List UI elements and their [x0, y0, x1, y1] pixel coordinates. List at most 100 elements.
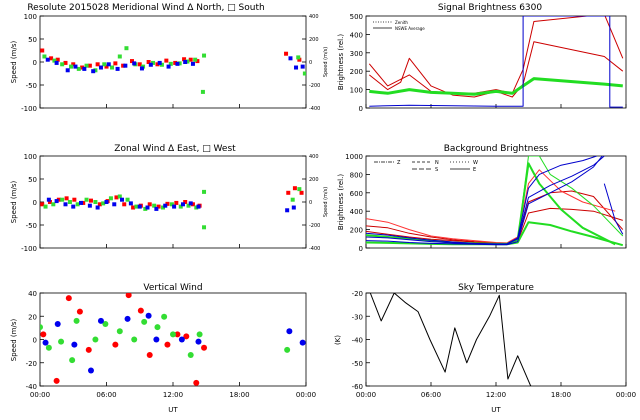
legend-e-label: E — [473, 167, 476, 173]
data-point-green — [185, 59, 190, 64]
data-point-green — [202, 225, 207, 230]
data-point-green — [69, 64, 74, 69]
data-point-red — [174, 200, 179, 205]
y-tick-label: 100 — [24, 13, 37, 21]
data-point-blue — [153, 336, 160, 343]
data-point-green — [170, 331, 176, 338]
data-point-red — [195, 59, 200, 64]
series-line-green3 — [517, 156, 624, 241]
y-tick-label: -20 — [26, 360, 37, 368]
right-tick-label: -400 — [309, 246, 320, 252]
y-tick-label: -100 — [21, 105, 37, 113]
data-point-green — [102, 62, 107, 67]
data-point-green — [51, 202, 56, 207]
data-point-blue — [65, 68, 70, 73]
data-point-blue — [286, 328, 293, 335]
data-point-green — [194, 205, 199, 210]
data-point-red — [65, 295, 72, 302]
y-tick-label: -60 — [352, 383, 363, 391]
series-line-blue4 — [603, 183, 624, 235]
data-point-green — [200, 89, 205, 94]
data-point-red — [112, 341, 119, 348]
data-point-red — [113, 61, 118, 66]
data-point-red — [183, 333, 190, 340]
data-point-red — [104, 64, 109, 69]
data-point-green — [108, 196, 113, 201]
data-point-blue — [79, 200, 84, 205]
data-point-green — [76, 66, 81, 71]
data-point-green — [187, 352, 194, 358]
data-point-green — [161, 205, 166, 210]
data-point-green — [290, 197, 295, 202]
data-point-blue — [54, 199, 59, 204]
data-point-red — [299, 190, 304, 195]
data-point-red — [155, 62, 160, 67]
data-point-green — [151, 60, 156, 65]
data-point-green — [196, 331, 203, 338]
data-point-blue — [188, 201, 193, 206]
data-point-red — [129, 59, 134, 64]
data-point-blue — [166, 64, 171, 69]
data-point-blue — [172, 204, 177, 209]
data-point-blue — [95, 205, 100, 210]
data-point-green — [193, 57, 198, 62]
chart-title: Background Brightness — [444, 144, 549, 154]
data-point-green — [93, 200, 98, 204]
data-point-blue — [42, 339, 49, 346]
data-point-blue — [63, 202, 68, 207]
y-tick-label: 40 — [28, 290, 37, 298]
data-point-green — [60, 197, 65, 202]
data-point-red — [88, 198, 93, 203]
x-tick-label: 00:00 — [30, 391, 50, 399]
data-point-green — [43, 204, 48, 209]
right-tick-label: -400 — [309, 106, 320, 112]
x-tick-label: 18:00 — [551, 391, 571, 399]
data-point-blue — [73, 64, 78, 69]
data-point-red — [125, 293, 132, 299]
data-point-blue — [163, 203, 168, 208]
data-point-green — [131, 336, 138, 343]
data-point-red — [164, 58, 169, 63]
data-point-blue — [54, 60, 59, 65]
y-tick-label: 20 — [28, 313, 37, 321]
data-point-blue — [183, 60, 188, 64]
data-point-red — [286, 190, 291, 195]
data-point-green — [67, 200, 72, 204]
data-point-green — [284, 346, 291, 353]
data-point-red — [49, 56, 54, 61]
data-point-red — [146, 60, 151, 64]
legend: Zenith NSWE Average — [373, 20, 425, 31]
data-point-red — [47, 200, 52, 204]
right-tick-label: 0 — [309, 200, 312, 206]
data-point-green — [202, 53, 207, 58]
data-point-green — [42, 54, 47, 59]
data-point-red — [95, 62, 100, 67]
data-point-red — [40, 202, 45, 207]
data-point-green — [101, 201, 106, 206]
data-point-blue — [82, 66, 87, 71]
y-tick-label: 200 — [350, 227, 363, 235]
y-axis-label: Speed (m/s) — [10, 181, 18, 224]
data-point-blue — [180, 202, 185, 207]
series-line-blue3 — [366, 156, 597, 245]
background-brightness-panel: Background Brightness Brightness (rel.) … — [337, 144, 627, 253]
data-point-blue — [300, 64, 305, 69]
data-point-blue — [294, 65, 299, 70]
series-line-green — [369, 77, 623, 96]
data-point-blue — [45, 57, 50, 62]
data-point-blue — [91, 69, 96, 74]
data-point-blue — [112, 202, 117, 207]
y-tick-label: -30 — [352, 313, 363, 321]
data-point-red — [40, 48, 45, 53]
y-axis-label: Brightness (rel.) — [337, 174, 345, 230]
y-tick-label: 0 — [359, 245, 363, 253]
data-point-blue — [54, 321, 61, 327]
data-point-green — [177, 61, 182, 66]
data-point-red — [53, 377, 60, 384]
data-point-red — [284, 51, 289, 56]
data-point-green — [302, 71, 306, 76]
legend-w-label: W — [473, 160, 478, 166]
data-point-green — [168, 61, 173, 66]
data-point-blue — [291, 205, 296, 210]
